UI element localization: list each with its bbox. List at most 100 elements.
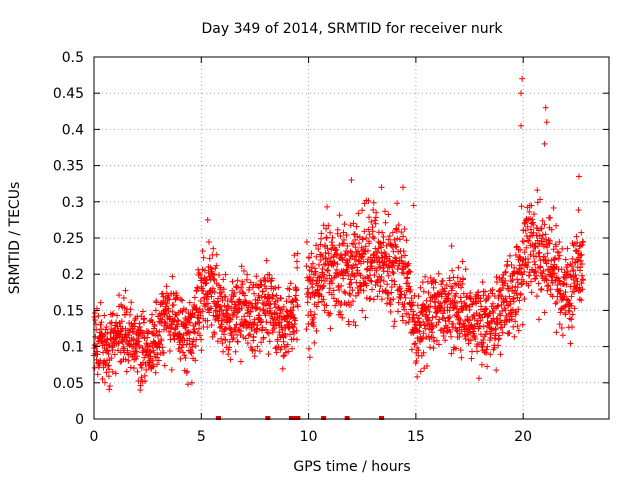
x-tick-label: 20: [514, 429, 532, 445]
data-point: [134, 353, 141, 360]
data-point: [277, 346, 284, 353]
data-point: [313, 327, 320, 334]
data-point: [349, 265, 356, 272]
data-point: [318, 230, 325, 237]
data-point: [197, 297, 204, 304]
data-point: [265, 351, 272, 358]
data-point: [251, 290, 258, 297]
data-point: [226, 316, 233, 323]
data-point: [123, 368, 130, 375]
data-point: [323, 235, 330, 242]
data-point: [184, 381, 191, 388]
data-point: [283, 298, 290, 305]
data-point: [267, 307, 274, 314]
data-point: [169, 273, 176, 280]
data-point: [333, 246, 340, 253]
data-point: [251, 353, 258, 360]
data-point: [101, 358, 108, 365]
data-point: [155, 357, 162, 364]
data-point: [266, 271, 273, 278]
data-point: [343, 232, 350, 239]
data-point: [176, 348, 183, 355]
data-point: [336, 286, 343, 293]
data-point: [165, 308, 172, 315]
data-point: [345, 272, 352, 279]
data-point: [341, 288, 348, 295]
data-point: [105, 373, 112, 380]
data-point: [188, 313, 195, 320]
data-point: [322, 255, 329, 262]
data-point: [186, 299, 193, 306]
data-point: [234, 309, 241, 316]
data-point: [309, 284, 316, 291]
data-point: [345, 321, 352, 328]
data-point: [280, 303, 287, 310]
data-point: [262, 326, 269, 333]
data-point: [306, 354, 313, 361]
data-point: [170, 301, 177, 308]
data-point: [250, 334, 257, 341]
data-point: [191, 312, 198, 319]
y-tick-label: 0.5: [62, 50, 84, 66]
data-point: [164, 323, 171, 330]
data-point: [289, 345, 296, 352]
data-point: [232, 324, 239, 331]
data-point: [232, 348, 239, 355]
data-point: [189, 343, 196, 350]
data-point: [239, 289, 246, 296]
data-point: [218, 289, 225, 296]
data-point: [265, 294, 272, 301]
data-point: [171, 326, 178, 333]
data-point: [216, 272, 223, 279]
data-point: [134, 368, 141, 375]
data-point: [256, 348, 263, 355]
data-point: [359, 236, 366, 243]
data-point: [315, 245, 322, 252]
data-point: [174, 323, 181, 330]
data-point: [97, 357, 104, 364]
data-point: [359, 307, 366, 314]
data-point: [165, 328, 172, 335]
data-point: [292, 317, 299, 324]
data-point: [322, 242, 329, 249]
data-point: [329, 280, 336, 287]
x-tick-label: 0: [90, 429, 99, 445]
data-point: [279, 365, 286, 372]
data-point: [270, 293, 277, 300]
data-point: [333, 252, 340, 259]
data-point: [249, 284, 256, 291]
data-point: [262, 302, 269, 309]
data-point: [132, 348, 139, 355]
data-point: [309, 260, 316, 267]
data-point: [258, 318, 265, 325]
data-point: [321, 271, 328, 278]
data-point: [238, 263, 245, 270]
y-tick-label: 0.3: [62, 195, 84, 211]
x-tick-label: 5: [197, 429, 206, 445]
data-point: [359, 207, 366, 214]
data-point: [181, 352, 188, 359]
data-point: [304, 285, 311, 292]
data-point: [192, 342, 199, 349]
data-point: [147, 348, 154, 355]
data-point: [176, 330, 183, 337]
x-axis-label: GPS time / hours: [293, 459, 410, 475]
data-point: [271, 325, 278, 332]
data-point: [308, 264, 315, 271]
data-point: [167, 324, 174, 331]
data-point: [179, 308, 186, 315]
data-point: [242, 335, 249, 342]
data-point: [222, 337, 229, 344]
y-tick-label: 0.45: [53, 86, 84, 102]
data-point: [142, 378, 149, 385]
data-point: [193, 306, 200, 313]
data-point: [303, 263, 310, 270]
data-point: [198, 347, 205, 354]
data-point: [106, 366, 113, 373]
data-point: [93, 356, 100, 363]
data-point: [293, 327, 300, 334]
data-point: [191, 301, 198, 308]
data-point: [218, 321, 225, 328]
data-point: [197, 312, 204, 319]
data-point: [312, 270, 319, 277]
